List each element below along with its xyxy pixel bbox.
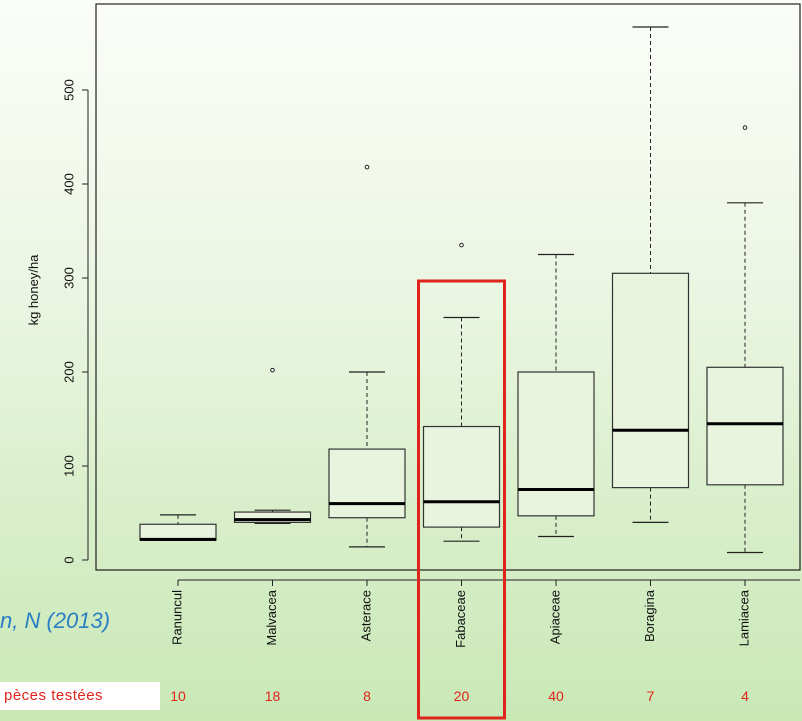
box-lamiacea bbox=[706, 125, 784, 554]
citation-text: n, N (2013) bbox=[0, 608, 111, 633]
species-count: 8 bbox=[363, 688, 371, 704]
outlier-point bbox=[742, 125, 748, 130]
species-count: 40 bbox=[548, 688, 564, 704]
x-tick-label: Asterace bbox=[358, 590, 373, 641]
x-tick-label: Fabaceae bbox=[453, 590, 468, 648]
box-iqr bbox=[706, 366, 784, 486]
y-tick-label: 300 bbox=[61, 267, 76, 289]
boxes bbox=[139, 26, 784, 554]
box-malvacea bbox=[233, 367, 312, 524]
x-tick-label: Boragina bbox=[642, 589, 657, 642]
box-apiaceae bbox=[517, 253, 595, 538]
plot-frame bbox=[95, 3, 801, 571]
x-tick-label: Ranuncul bbox=[169, 590, 184, 645]
box-fabaceae bbox=[422, 242, 501, 542]
species-count: 20 bbox=[454, 688, 470, 704]
x-axis-labels: Ranuncul Malvacea Asterace Fabaceae Apiaceae… bbox=[169, 579, 800, 648]
species-counts: 10 18 8 20 40 7 4 bbox=[170, 688, 749, 704]
species-tested-label: pèces testées bbox=[0, 682, 160, 710]
outlier-point bbox=[364, 164, 370, 170]
x-tick-label: Apiaceae bbox=[547, 590, 562, 644]
y-tick-label: 100 bbox=[61, 455, 76, 477]
box-boragina bbox=[611, 26, 690, 524]
box-asterace bbox=[328, 164, 406, 548]
species-count: 18 bbox=[265, 688, 281, 704]
species-count: 4 bbox=[741, 688, 749, 704]
outlier-point bbox=[459, 242, 464, 248]
y-axis: 0 100 200 300 400 500 bbox=[61, 79, 89, 564]
y-tick-label: 500 bbox=[61, 79, 76, 101]
box-iqr bbox=[611, 272, 690, 489]
y-tick-label: 200 bbox=[61, 361, 76, 383]
box-iqr bbox=[328, 448, 406, 519]
box-iqr bbox=[422, 425, 501, 528]
box-iqr bbox=[233, 511, 312, 523]
highlight-rectangle bbox=[417, 279, 506, 720]
x-tick-label: Lamiacea bbox=[736, 589, 751, 646]
y-axis-label: kg honey/ha bbox=[26, 254, 41, 326]
box-iqr bbox=[517, 371, 595, 517]
y-tick-label: 0 bbox=[61, 556, 76, 563]
box-ranuncul bbox=[139, 514, 217, 541]
y-tick-label: 400 bbox=[61, 173, 76, 195]
outlier-point bbox=[270, 367, 275, 373]
species-count: 7 bbox=[647, 688, 655, 704]
species-count: 10 bbox=[170, 688, 186, 704]
x-tick-label: Malvacea bbox=[264, 589, 279, 645]
